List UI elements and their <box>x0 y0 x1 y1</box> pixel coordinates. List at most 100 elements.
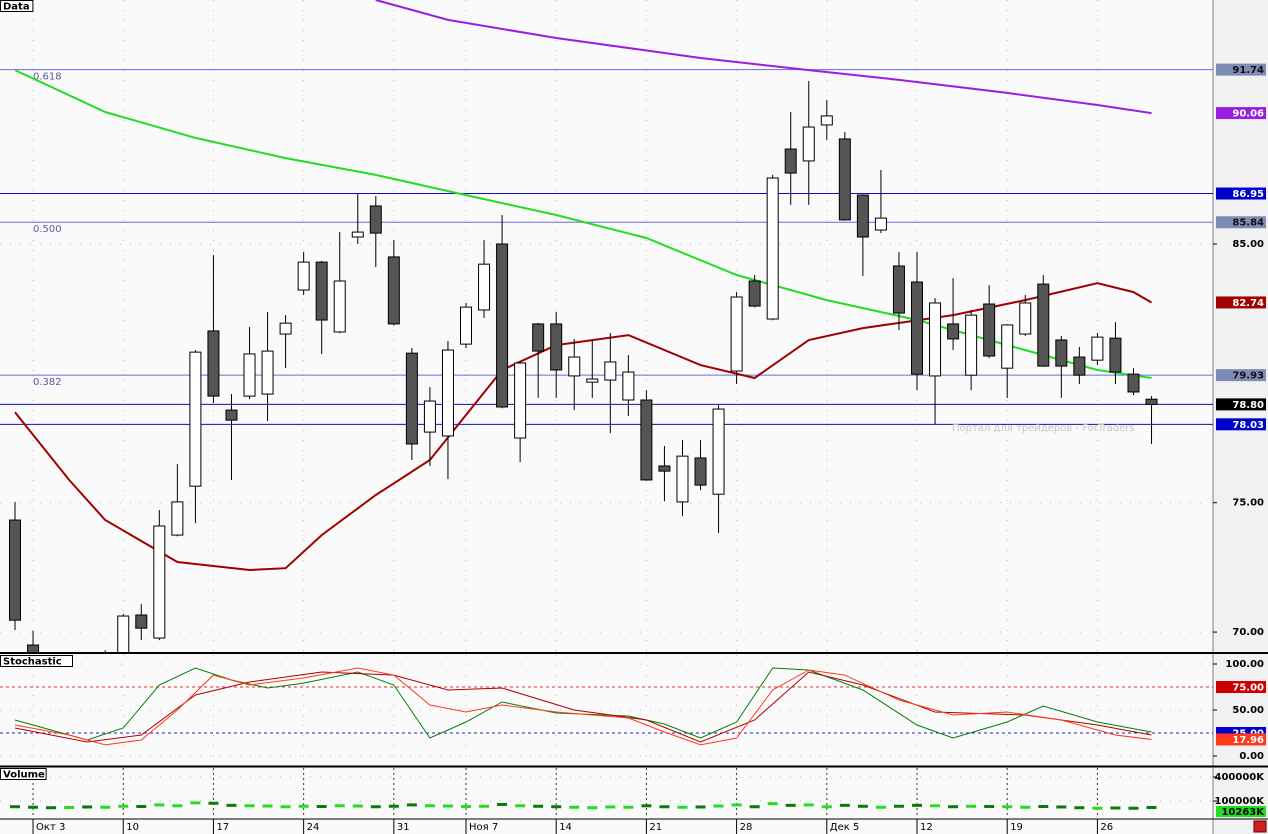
volume-bar <box>1110 806 1121 810</box>
candle-body <box>532 323 545 352</box>
candle-body <box>965 314 978 376</box>
stochastic-line <box>14 667 1152 746</box>
volume-bar <box>677 805 688 809</box>
value-badge-label: 75.00 <box>1232 683 1264 694</box>
volume-bar <box>280 805 291 809</box>
y-tick-label: 0.00 <box>1239 751 1264 762</box>
level-name: 0.382 <box>33 377 62 388</box>
volume-bar <box>172 804 183 808</box>
x-tick-label: 28 <box>740 822 753 833</box>
volume-bar <box>100 805 111 809</box>
volume-bar <box>605 805 616 809</box>
volume-bar <box>1056 805 1067 809</box>
value-badge <box>1216 296 1266 309</box>
volume-bar <box>424 804 435 808</box>
volume-bar <box>118 804 129 808</box>
candle-body <box>802 126 815 162</box>
candle-body <box>153 525 166 639</box>
candle-body <box>838 138 851 221</box>
corner-icon[interactable] <box>1253 820 1267 833</box>
volume-bar <box>10 805 20 809</box>
candle-body <box>604 361 617 381</box>
price-axis: 70.00 75.00 85.00 91.74 86.95 85.84 79.93 78.80… <box>1213 63 1266 638</box>
volume-bar <box>984 804 995 808</box>
volume-bar <box>515 804 526 808</box>
volume-bar <box>1038 804 1049 808</box>
moving-average-line <box>375 0 1152 115</box>
candle-body <box>550 323 563 371</box>
candle-body <box>712 408 725 495</box>
candle-body <box>874 217 887 231</box>
volume-bar <box>334 804 345 808</box>
volume-bar <box>749 805 760 809</box>
volume-bar <box>497 802 508 806</box>
value-badge-label: 90.06 <box>1232 109 1264 120</box>
volume-bar <box>1020 805 1031 809</box>
y-tick-label: 100.00 <box>1225 659 1264 670</box>
volume-bar <box>208 801 219 805</box>
candle-body <box>27 644 40 652</box>
candle-body <box>640 399 653 481</box>
volume-bar <box>785 803 796 807</box>
volume-bar <box>551 805 562 809</box>
candle-body <box>441 349 454 437</box>
candle-body <box>351 231 364 238</box>
candle-body <box>820 115 833 126</box>
y-tick-label: 85.00 <box>1232 239 1264 250</box>
candle-body <box>369 205 382 234</box>
y-tick-label: 70.00 <box>1232 627 1264 638</box>
candle-body <box>225 409 238 421</box>
x-tick-label: 24 <box>307 822 320 833</box>
volume-bar <box>46 806 57 810</box>
value-badge <box>1216 369 1266 382</box>
value-badge <box>1216 733 1266 746</box>
x-tick-label: 10 <box>126 822 139 833</box>
candle-body <box>730 296 743 372</box>
volume-bar <box>406 803 417 807</box>
volume-bar <box>1092 806 1103 810</box>
volume-bar <box>659 805 670 809</box>
panel-title-box <box>0 0 34 12</box>
value-badge-label: 78.03 <box>1232 420 1264 431</box>
candle-body <box>748 280 761 307</box>
candle-body <box>171 501 184 536</box>
panel-title: Data <box>3 2 30 13</box>
value-badge-label: 82.74 <box>1232 298 1264 309</box>
volume-bar <box>966 804 977 808</box>
x-tick-label: 19 <box>1010 822 1023 833</box>
candle-body <box>929 302 942 377</box>
watermark: Портал для трейдеров - ForTraders <box>952 423 1135 434</box>
candle-body <box>766 177 779 320</box>
value-badge-label: 10263K <box>1221 807 1265 818</box>
panel-title-box <box>0 655 73 667</box>
volume-bar <box>298 804 309 808</box>
y-tick-label: 400000K <box>1215 772 1266 783</box>
candle-body <box>315 261 328 321</box>
volume-bar <box>28 805 39 809</box>
panel: 0.618 0.500 0.382 Портал для трейдеров - Fo… <box>0 0 1213 652</box>
volume-bar <box>154 803 165 807</box>
x-tick-label: 26 <box>1100 822 1113 833</box>
candle-body <box>333 280 346 333</box>
value-badge-label: 17.96 <box>1232 735 1264 746</box>
stochastic-line <box>14 671 1152 743</box>
volume-bar <box>442 804 453 808</box>
volume-bar <box>821 805 832 809</box>
candle-body <box>694 457 707 486</box>
value-badge-label: 91.74 <box>1232 65 1264 76</box>
y-tick-label: 100000K <box>1215 796 1266 807</box>
value-badge-label: 86.95 <box>1232 189 1264 200</box>
panel-title: Stochastic <box>3 657 62 668</box>
candle-body <box>911 281 923 375</box>
value-badge <box>1216 63 1266 76</box>
x-tick-label: 17 <box>216 822 229 833</box>
candle-body <box>478 263 491 311</box>
x-tick-label: Дек 5 <box>830 822 860 833</box>
candle-body <box>856 194 869 238</box>
candle-body <box>496 243 509 408</box>
volume-bar <box>569 805 580 809</box>
volume-bar <box>479 804 490 808</box>
